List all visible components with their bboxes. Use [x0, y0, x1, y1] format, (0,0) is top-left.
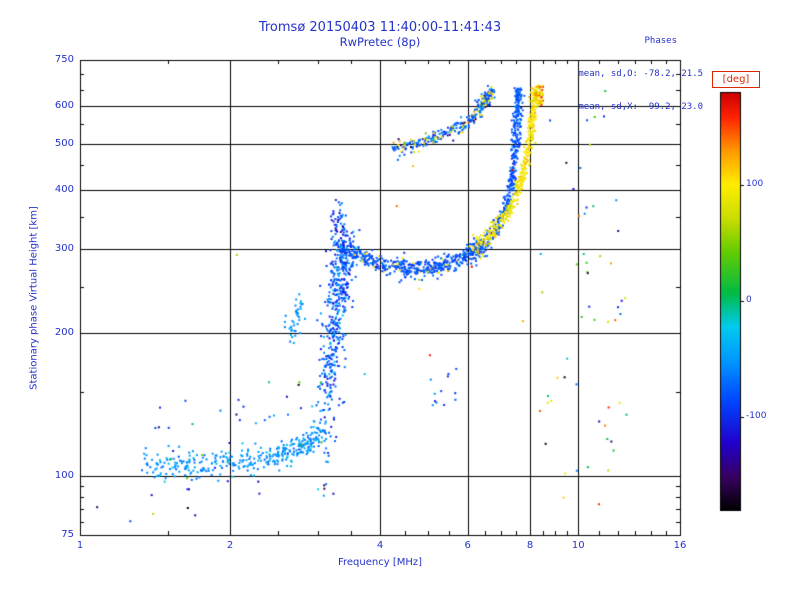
x-tick-label-10: 10: [571, 540, 585, 551]
x-tick-label-6: 6: [464, 540, 471, 551]
y-tick-label-75: 75: [61, 529, 74, 540]
phase-stats-header: Phases: [644, 36, 677, 46]
plot-subtitle: RwPretec (8p): [339, 35, 421, 49]
x-tick-label-4: 4: [376, 540, 384, 551]
x-tick-label-16: 16: [673, 540, 687, 551]
y-tick-label-100: 100: [54, 469, 74, 481]
phase-stats: Phases mean, sd,O: -78.2, 21.5 mean, sd,…: [545, 14, 703, 135]
plot-title: Tromsø 20150403 11:40:00-11:41:43: [258, 20, 502, 35]
x-tick-label-2: 2: [226, 540, 234, 551]
colorbar-tick-label-100: 100: [746, 178, 764, 189]
colorbar-tick-label-0: 0: [746, 295, 752, 305]
y-tick-label-300: 300: [54, 243, 74, 255]
x-axis-label: Frequency [MHz]: [337, 557, 423, 568]
x-tick-label-8: 8: [526, 540, 534, 551]
y-tick-label-750: 750: [54, 54, 74, 65]
phase-stats-x-mode: mean, sd,X: 99.2, 23.0: [578, 102, 703, 112]
y-tick-label-600: 600: [54, 100, 74, 112]
y-tick-label-200: 200: [54, 326, 74, 338]
y-axis-label: Stationary phase Virtual Height [km]: [28, 206, 40, 390]
y-tick-label-400: 400: [54, 183, 74, 195]
colorbar-label: [deg]: [712, 71, 760, 88]
colorbar-tick-label--100: -100: [746, 411, 767, 422]
y-tick-label-500: 500: [54, 137, 74, 149]
x-tick-label-1: 1: [76, 540, 84, 551]
phase-stats-o-mode: mean, sd,O: -78.2, 21.5: [578, 69, 703, 79]
